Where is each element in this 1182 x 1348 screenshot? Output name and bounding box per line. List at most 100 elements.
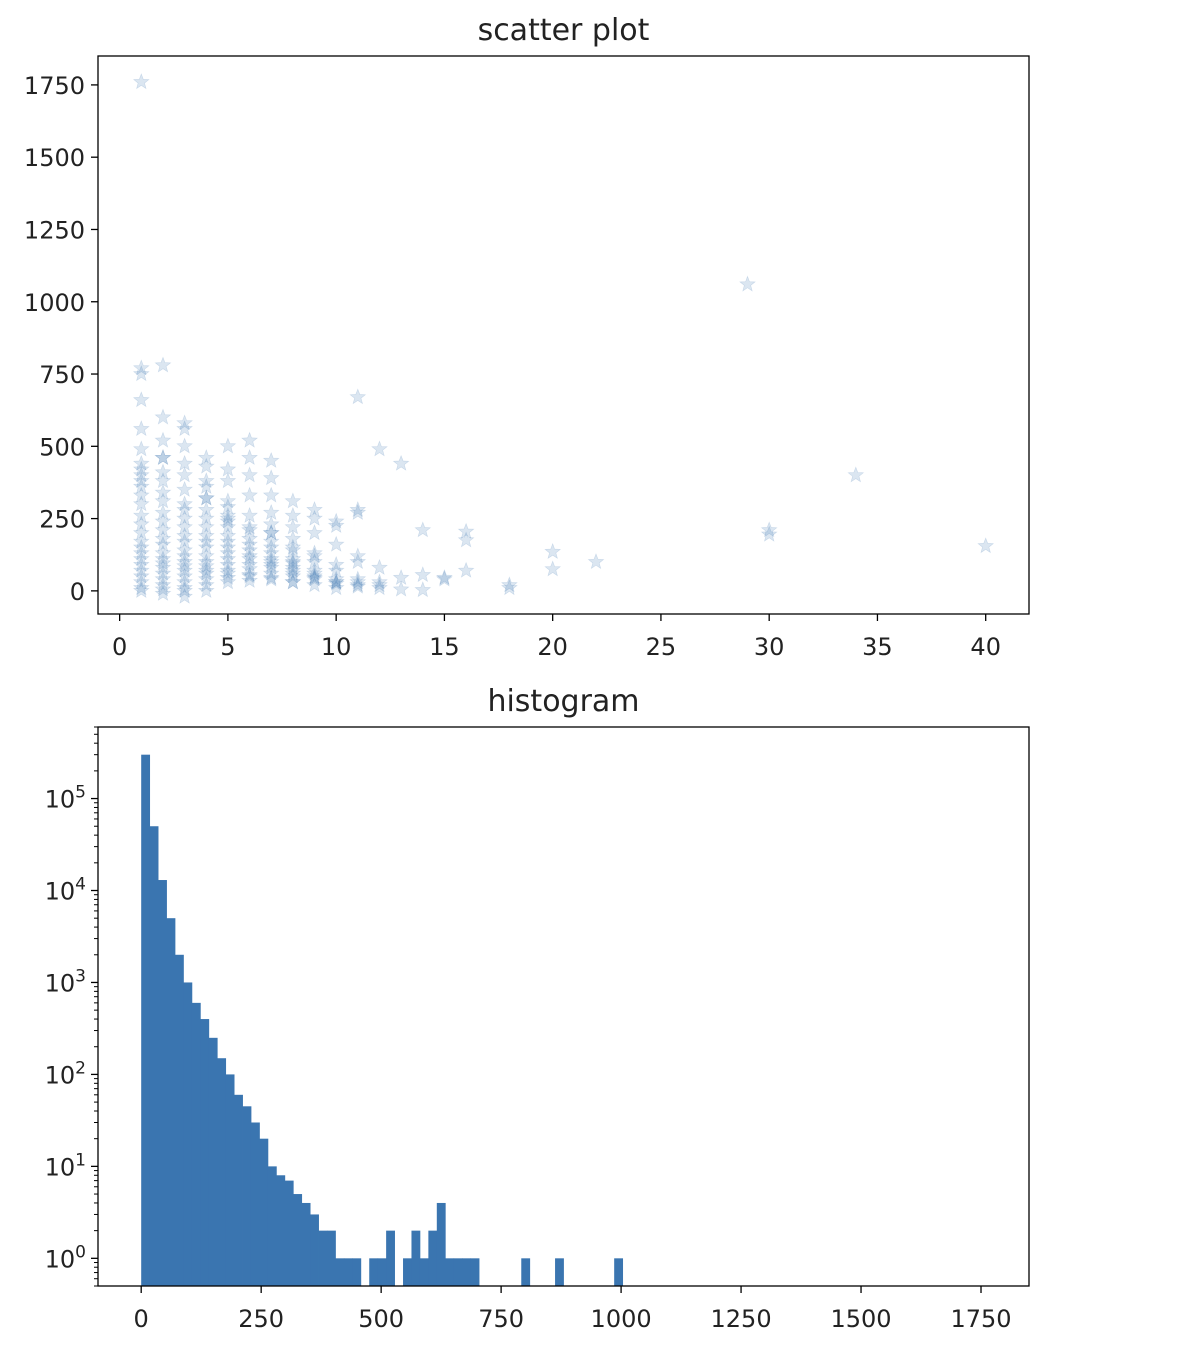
scatter-y-tick-label: 1750 — [24, 72, 85, 100]
scatter-point — [327, 516, 345, 533]
scatter-point — [306, 547, 323, 564]
histogram-bar — [284, 1180, 294, 1286]
scatter-point — [457, 522, 475, 539]
scatter-point — [262, 550, 280, 567]
scatter-point — [349, 547, 367, 564]
scatter-point — [349, 501, 367, 518]
scatter-point — [176, 454, 194, 471]
scatter-point — [132, 440, 150, 457]
scatter-point — [176, 579, 194, 596]
histogram-bar — [149, 826, 159, 1286]
scatter-y-tick-label: 1250 — [24, 216, 85, 244]
scatter-point — [154, 529, 172, 547]
scatter-point — [176, 414, 194, 431]
scatter-point — [544, 560, 562, 577]
histogram-bar — [327, 1230, 336, 1286]
scatter-point — [132, 532, 150, 549]
tick-base: 10 — [45, 1061, 76, 1089]
scatter-point — [197, 501, 215, 518]
scatter-point — [154, 535, 172, 552]
scatter-point — [219, 538, 237, 555]
scatter-point — [306, 544, 323, 561]
scatter-point — [587, 553, 605, 570]
scatter-point — [154, 503, 172, 520]
scatter-point — [176, 567, 194, 584]
scatter-axes-frame — [97, 55, 1030, 615]
tick-base: 10 — [45, 786, 76, 814]
scatter-point — [197, 547, 215, 564]
scatter-point — [154, 570, 172, 587]
scatter-point — [219, 527, 237, 544]
scatter-point — [262, 553, 280, 570]
scatter-point — [327, 512, 345, 529]
scatter-point — [176, 501, 194, 518]
scatter-point — [176, 532, 194, 549]
scatter-point — [132, 454, 150, 471]
scatter-point — [262, 503, 280, 520]
scatter-point — [371, 573, 388, 590]
histogram-x-tick-label: 1250 — [711, 1305, 772, 1333]
scatter-point — [176, 480, 194, 497]
histogram-bar — [208, 1037, 218, 1286]
histogram-bar — [225, 1074, 235, 1286]
scatter-point — [154, 564, 172, 581]
scatter-point — [132, 420, 150, 437]
tick-exponent: 0 — [75, 1242, 86, 1262]
scatter-point — [219, 555, 237, 572]
histogram-bar — [445, 1258, 455, 1286]
scatter-point — [262, 558, 280, 575]
scatter-point — [132, 359, 150, 376]
scatter-point — [154, 554, 172, 571]
tick-exponent: 3 — [75, 966, 86, 986]
scatter-point — [132, 472, 150, 489]
scatter-point — [176, 518, 194, 535]
scatter-point — [176, 437, 194, 454]
histogram-bar — [250, 1122, 260, 1286]
tick-exponent: 1 — [75, 1150, 86, 1170]
scatter-point — [132, 515, 150, 532]
scatter-point — [197, 564, 215, 581]
histogram-bar — [166, 918, 176, 1286]
scatter-y-tick-label: 500 — [39, 433, 85, 461]
scatter-point — [392, 569, 410, 585]
histogram-bar — [174, 954, 184, 1286]
scatter-point — [457, 531, 475, 548]
scatter-point — [284, 573, 302, 590]
scatter-y-tick-label: 1000 — [24, 289, 85, 317]
scatter-point — [197, 489, 215, 506]
scatter-point — [349, 576, 367, 593]
scatter-point — [262, 532, 280, 549]
scatter-point — [154, 558, 172, 575]
scatter-point — [284, 567, 302, 584]
scatter-point — [241, 518, 259, 535]
scatter-point — [241, 529, 259, 546]
scatter-point — [132, 561, 150, 578]
scatter-point — [197, 553, 215, 570]
scatter-y-tick-label: 750 — [39, 361, 85, 389]
tick-base: 10 — [45, 969, 76, 997]
scatter-point — [154, 408, 172, 425]
scatter-point — [306, 501, 323, 518]
scatter-point — [371, 440, 388, 457]
scatter-point — [241, 535, 259, 552]
scatter-point — [219, 564, 237, 581]
scatter-point — [262, 451, 280, 468]
scatter-point — [132, 579, 150, 596]
tick-base: 10 — [45, 1153, 76, 1181]
tick-exponent: 2 — [75, 1058, 86, 1078]
scatter-point — [241, 555, 259, 572]
scatter-point — [219, 573, 237, 590]
histogram-x-tick-label: 1750 — [950, 1305, 1011, 1333]
scatter-point — [760, 521, 778, 538]
scatter-x-tick-label: 40 — [970, 633, 1001, 661]
histogram-bar — [217, 1058, 227, 1286]
histogram-bar — [436, 1202, 446, 1286]
scatter-point — [197, 489, 215, 506]
scatter-point — [327, 573, 345, 590]
histogram-bar — [555, 1258, 564, 1286]
scatter-x-tick-label: 10 — [321, 633, 352, 661]
scatter-point — [219, 506, 237, 523]
scatter-point — [154, 472, 172, 489]
scatter-point — [132, 486, 150, 503]
histogram-y-tick-label: 101 — [45, 1150, 86, 1181]
